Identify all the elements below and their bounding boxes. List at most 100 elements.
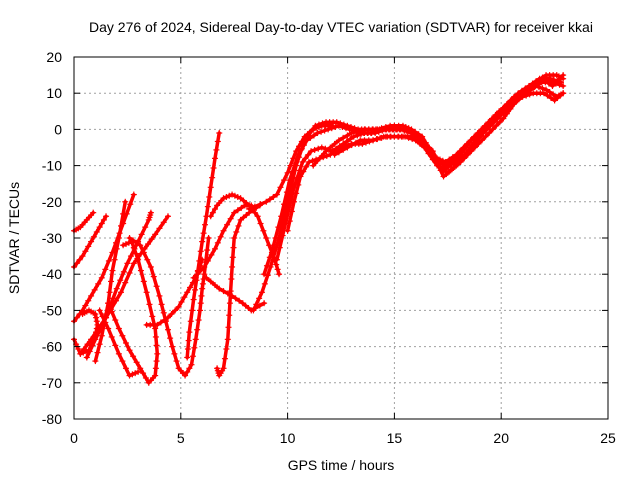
plus-marker — [213, 146, 220, 153]
plus-marker — [501, 104, 508, 111]
plus-marker — [436, 163, 443, 170]
plus-marker — [231, 192, 238, 199]
plus-marker — [298, 146, 305, 153]
plus-marker — [164, 326, 171, 333]
plus-marker — [235, 222, 242, 229]
plus-marker — [318, 128, 325, 135]
plus-marker — [201, 263, 208, 270]
plus-marker — [88, 292, 95, 299]
plus-marker — [171, 350, 178, 357]
y-axis-label: SDTVAR / TECUs — [6, 182, 22, 294]
plus-marker — [229, 254, 236, 261]
plus-marker — [266, 242, 273, 249]
plus-marker — [190, 296, 197, 303]
plus-marker — [195, 317, 202, 324]
x-tick-label: 20 — [493, 430, 509, 446]
plus-marker — [82, 302, 89, 309]
plus-marker — [490, 115, 497, 122]
plus-marker — [112, 342, 119, 349]
x-tick-label: 5 — [177, 430, 185, 446]
plus-marker — [461, 151, 468, 158]
plus-marker — [374, 136, 381, 143]
plus-marker — [85, 243, 92, 250]
plus-marker — [429, 156, 436, 163]
plus-marker — [300, 168, 307, 175]
plus-marker — [113, 245, 120, 252]
plus-marker — [204, 247, 211, 254]
tick-label-layer: 0 5 10 15 20 25 -80 -70 -60 -50 -40 -30 -20 -10 0 10 20 — [42, 49, 616, 446]
plus-marker — [231, 209, 238, 216]
plus-marker — [146, 301, 153, 308]
plus-marker — [115, 350, 122, 357]
plus-marker — [102, 266, 109, 273]
plus-marker — [482, 133, 489, 140]
plus-marker — [135, 256, 142, 263]
plus-marker — [350, 133, 357, 140]
plus-marker — [211, 155, 218, 162]
plus-marker — [308, 148, 315, 155]
plus-marker — [189, 353, 196, 360]
plus-marker — [111, 256, 118, 263]
plus-marker — [157, 319, 164, 326]
series-track-14 — [214, 202, 263, 379]
plus-marker — [126, 372, 133, 379]
y-tick-label: -50 — [42, 302, 62, 318]
plus-marker — [113, 297, 120, 304]
plus-marker — [199, 280, 206, 287]
plus-marker — [153, 283, 160, 290]
plus-marker — [154, 321, 161, 328]
plus-marker — [340, 146, 347, 153]
plus-marker — [302, 155, 309, 162]
plus-marker — [522, 85, 529, 92]
series-track-8 — [96, 307, 142, 379]
plus-marker — [539, 85, 546, 92]
plus-marker — [152, 231, 159, 238]
plus-marker — [281, 177, 288, 184]
plus-marker — [152, 365, 159, 372]
plus-marker — [140, 370, 147, 377]
series-track-12 — [184, 130, 223, 361]
plus-marker — [79, 253, 86, 260]
plus-marker — [117, 289, 124, 296]
plus-marker — [93, 314, 100, 321]
plus-marker — [126, 235, 133, 241]
plus-marker — [272, 235, 279, 241]
series-track-2 — [71, 213, 110, 270]
plus-marker — [533, 78, 540, 85]
plus-marker — [156, 225, 163, 232]
y-tick-label: -70 — [42, 375, 62, 391]
plus-marker — [95, 280, 102, 287]
plus-marker — [135, 368, 142, 375]
plus-marker — [412, 128, 419, 135]
plus-marker — [168, 311, 175, 318]
plus-marker — [205, 235, 212, 241]
plus-marker — [273, 191, 280, 198]
plus-marker — [226, 192, 233, 199]
plus-marker — [130, 237, 137, 244]
series-track-6 — [92, 198, 129, 365]
plus-marker — [192, 336, 199, 343]
plus-marker — [261, 271, 268, 278]
y-tick-label: -40 — [42, 266, 62, 282]
plus-marker — [296, 167, 303, 174]
plus-marker — [202, 221, 209, 228]
plus-marker — [207, 213, 214, 220]
plus-marker — [346, 126, 353, 133]
x-axis-label: GPS time / hours — [288, 457, 395, 473]
plus-marker — [535, 84, 542, 91]
plus-marker — [115, 235, 122, 241]
plus-marker — [228, 276, 235, 283]
plus-marker — [352, 139, 359, 146]
plus-marker — [144, 256, 151, 263]
plus-marker — [198, 292, 205, 299]
plus-marker — [331, 151, 338, 158]
plus-marker — [289, 168, 296, 175]
plus-marker — [439, 165, 446, 172]
plus-marker — [94, 349, 101, 356]
plus-marker — [544, 92, 551, 99]
plus-marker — [115, 325, 122, 332]
plus-marker — [547, 75, 554, 82]
plus-marker — [295, 181, 302, 188]
series-track-line — [72, 210, 95, 233]
plus-marker — [209, 209, 216, 216]
